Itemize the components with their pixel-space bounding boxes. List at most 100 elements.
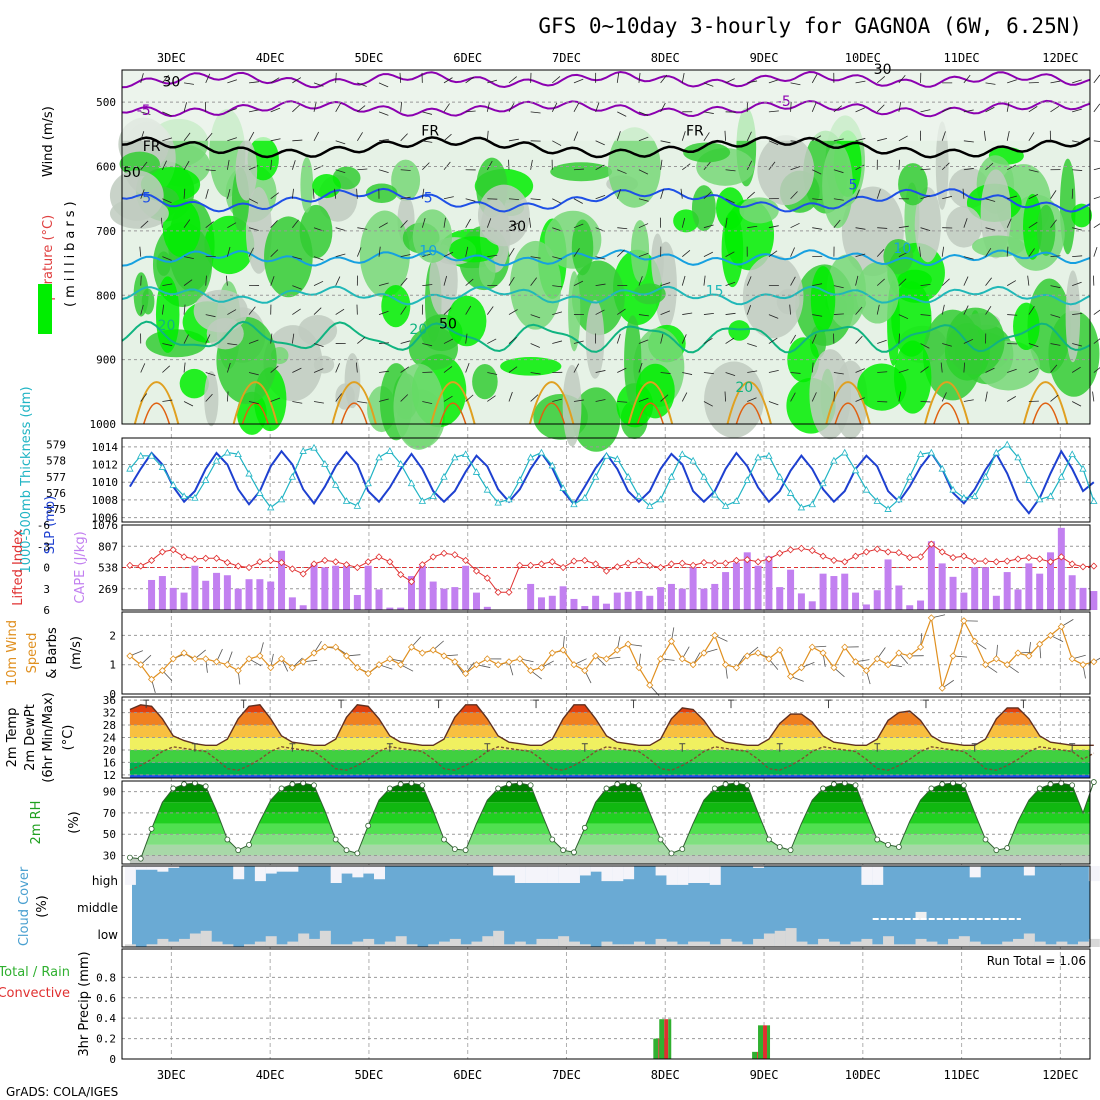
cloud-high-bar	[601, 866, 613, 882]
wind10m-point	[137, 661, 145, 669]
precip-convective-bar	[664, 1019, 669, 1059]
cape-bar	[234, 588, 242, 610]
wind-barb	[552, 340, 563, 344]
lifted-index-point	[570, 557, 578, 565]
cloud-high-bar	[568, 866, 580, 884]
lifted-index-point	[472, 567, 481, 575]
precip-convective-label: Convective	[0, 986, 70, 1001]
contour-30c-dome	[538, 402, 566, 425]
rh2m-point	[830, 781, 837, 788]
rh-moisture-patch	[365, 183, 398, 203]
wind10m-point	[288, 664, 296, 672]
thickness-point	[819, 479, 827, 487]
contour-label: 20	[409, 322, 427, 338]
rh-moisture-patch	[550, 162, 613, 182]
wind-barb	[313, 401, 324, 404]
rh-axis-label: RH (%)	[41, 342, 56, 387]
wind-barb	[552, 311, 563, 315]
thickness-point	[548, 461, 556, 469]
wind-barb	[876, 104, 885, 113]
thickness-point	[851, 466, 860, 474]
wind-barb	[162, 256, 172, 261]
wind-barb	[248, 227, 259, 231]
cloud-low-bar	[265, 936, 277, 947]
wind10m-point	[808, 643, 816, 651]
lifted-index-point	[462, 556, 470, 564]
cape-bar	[1025, 563, 1033, 610]
thickness-point	[126, 464, 134, 472]
rh-moisture-patch	[1065, 270, 1081, 363]
cloud-low-bar	[438, 941, 450, 947]
rh-moisture-patch	[571, 219, 594, 276]
wind10m-point	[332, 643, 340, 651]
cloud-low-bar	[482, 936, 494, 947]
wind-barb	[486, 130, 489, 141]
lifted-index-point	[776, 549, 784, 557]
wind-barb	[400, 366, 410, 373]
wind-barb	[313, 280, 324, 286]
chart-title: GFS 0~10day 3-hourly for GAGNOA (6W, 6.2…	[538, 14, 1082, 38]
lifted-index-point	[527, 561, 535, 569]
contour-25c-dome	[726, 381, 772, 425]
rh-moisture-patch	[630, 220, 650, 283]
wind-barb	[768, 161, 776, 171]
rh-moisture-patch	[585, 300, 605, 379]
cloud-low-bar	[633, 941, 645, 947]
thickness-point	[267, 503, 275, 511]
bottom-date-label: 9DEC	[750, 1068, 779, 1082]
top-date-label: 6DEC	[453, 51, 482, 65]
wind-barb	[248, 401, 259, 405]
wind-barb	[1050, 106, 1060, 113]
cape-bar	[288, 597, 296, 610]
li-tick-label: -6	[37, 519, 50, 532]
lifted-index-point	[288, 565, 296, 573]
contour-label: 30	[508, 219, 526, 235]
wind-barb	[855, 138, 866, 142]
temp-tick-label: 36	[103, 694, 116, 707]
contour-30c-dome	[735, 402, 763, 425]
rh-moisture-patch	[500, 357, 562, 376]
wind-barb	[313, 131, 320, 141]
rh2m-point	[1036, 785, 1043, 792]
wind-barb	[399, 72, 402, 83]
thickness-point	[981, 472, 990, 480]
wind10m-point	[386, 655, 394, 663]
wind-barb	[292, 256, 303, 260]
cloud-high-bar	[1023, 866, 1035, 876]
panel-frame	[121, 696, 1091, 779]
wind-barb	[660, 282, 671, 286]
cloud-low-bar	[698, 941, 710, 947]
wind-barb	[508, 366, 518, 373]
wind10m-axis-label-3: & Barbs	[45, 627, 60, 679]
cloud-high-bar	[525, 866, 537, 884]
wind-barb	[162, 198, 172, 204]
wind-barb	[270, 159, 272, 170]
rh-moisture-patch	[891, 281, 932, 357]
thickness-point	[570, 500, 578, 508]
cloud-low-bar	[1067, 944, 1079, 947]
wind-barb	[486, 218, 492, 228]
wind-barb	[963, 140, 974, 143]
wind10m-point	[657, 655, 665, 663]
wind-barb	[595, 370, 606, 373]
thickness-point	[451, 453, 459, 461]
cloud-low-bar	[384, 941, 396, 947]
cape-bar	[321, 567, 329, 610]
lifted-index-point	[1036, 555, 1044, 563]
wind-barb	[811, 392, 817, 402]
wind-barb	[985, 82, 996, 85]
lifted-index-point	[440, 549, 448, 557]
cloud-low-bar	[363, 938, 375, 947]
rh2m-point	[365, 822, 372, 829]
cloud-high-bar	[698, 866, 710, 884]
pressure-tick-label: 600	[96, 161, 116, 174]
precip-total-rain-label: Total / Rain	[0, 965, 70, 980]
wind-barb	[313, 368, 324, 373]
wind-barb	[942, 343, 952, 347]
thickness-point	[516, 476, 524, 483]
cloud-axis-units: (%)	[35, 895, 50, 918]
thickness-point	[537, 448, 546, 456]
thickness-point	[256, 489, 264, 496]
wind-tick-label: 2	[109, 629, 116, 642]
slp-tick-label: 1014	[92, 441, 119, 454]
